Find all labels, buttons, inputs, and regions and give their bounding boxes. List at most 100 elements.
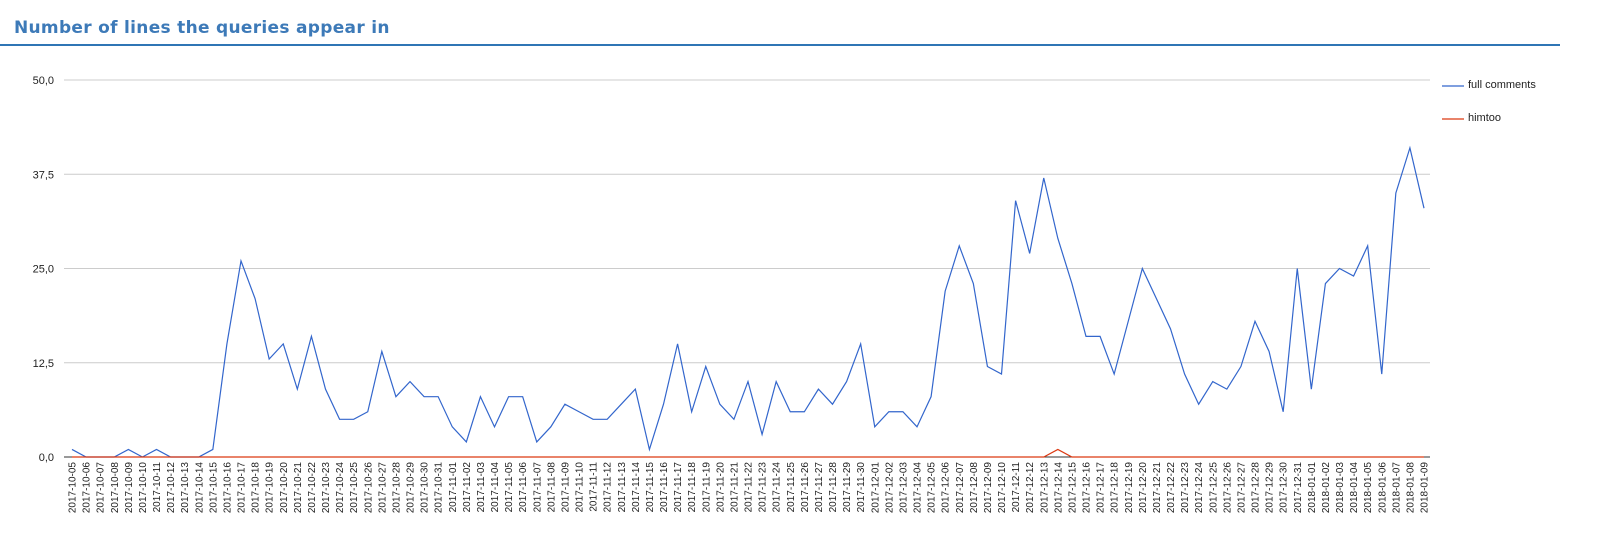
x-tick-label: 2017-12-18 — [1110, 462, 1121, 514]
x-tick-label: 2017-12-03 — [898, 462, 909, 514]
x-tick-label: 2017-12-26 — [1222, 462, 1233, 514]
x-tick-label: 2017-10-10 — [138, 462, 149, 514]
x-tick-label: 2017-10-30 — [420, 462, 431, 514]
x-tick-label: 2017-11-25 — [786, 462, 797, 513]
x-tick-label: 2017-11-01 — [448, 462, 459, 513]
legend-label: full comments — [1468, 79, 1536, 91]
x-tick-label: 2017-12-10 — [997, 462, 1008, 514]
x-tick-label: 2018-01-04 — [1349, 462, 1360, 514]
x-tick-label: 2017-11-27 — [814, 462, 825, 513]
x-tick-label: 2017-12-02 — [884, 462, 895, 514]
y-tick-label: 12,5 — [33, 358, 54, 370]
x-tick-label: 2017-12-14 — [1053, 462, 1064, 514]
x-tick-label: 2017-12-22 — [1166, 462, 1177, 514]
x-tick-label: 2017-12-13 — [1039, 462, 1050, 514]
x-tick-label: 2017-11-24 — [772, 462, 783, 513]
x-tick-label: 2017-12-25 — [1208, 462, 1219, 514]
x-tick-label: 2017-12-19 — [1124, 462, 1135, 514]
x-tick-label: 2017-11-03 — [476, 462, 487, 513]
x-tick-label: 2017-12-09 — [983, 462, 994, 514]
x-tick-label: 2017-12-31 — [1293, 462, 1304, 514]
x-tick-label: 2017-11-26 — [800, 462, 811, 513]
x-tick-label: 2017-10-22 — [307, 462, 318, 514]
x-tick-label: 2017-11-11 — [589, 462, 600, 512]
y-tick-label: 50,0 — [33, 75, 54, 87]
x-tick-label: 2017-10-11 — [152, 462, 163, 513]
x-tick-label: 2017-11-16 — [659, 462, 670, 513]
x-tick-label: 2017-10-20 — [279, 462, 290, 514]
x-tick-label: 2017-12-24 — [1194, 462, 1205, 514]
x-tick-label: 2017-11-04 — [490, 462, 501, 513]
x-tick-label: 2017-10-08 — [110, 462, 121, 514]
x-tick-label: 2017-10-15 — [208, 462, 219, 514]
x-tick-label: 2017-12-07 — [955, 462, 966, 514]
x-tick-label: 2017-10-27 — [377, 462, 388, 514]
x-tick-label: 2017-12-15 — [1067, 462, 1078, 514]
x-tick-label: 2018-01-01 — [1307, 462, 1318, 514]
x-tick-label: 2018-01-06 — [1377, 462, 1388, 514]
x-tick-label: 2017-12-30 — [1279, 462, 1290, 514]
x-tick-label: 2017-10-05 — [68, 462, 79, 514]
x-tick-label: 2017-12-04 — [913, 462, 924, 514]
x-tick-label: 2017-10-28 — [391, 462, 402, 514]
x-tick-label: 2017-11-12 — [603, 462, 614, 513]
x-tick-label: 2017-12-08 — [969, 462, 980, 514]
title-rule — [0, 44, 1560, 46]
legend-label: himtoo — [1468, 112, 1502, 124]
chart-title: Number of lines the queries appear in — [14, 18, 390, 38]
x-tick-label: 2017-12-05 — [927, 462, 938, 514]
x-tick-label: 2017-12-28 — [1251, 462, 1262, 514]
x-tick-label: 2017-12-12 — [1025, 462, 1036, 514]
x-tick-label: 2017-10-26 — [363, 462, 374, 514]
x-tick-label: 2017-12-29 — [1265, 462, 1276, 514]
x-tick-label: 2018-01-07 — [1391, 462, 1402, 514]
x-tick-label: 2017-11-15 — [645, 462, 656, 513]
series-line — [72, 448, 1424, 458]
x-tick-label: 2017-11-10 — [575, 462, 586, 513]
x-tick-label: 2017-10-24 — [335, 462, 346, 514]
x-tick-label: 2017-11-21 — [729, 462, 740, 513]
x-tick-label: 2017-10-29 — [406, 462, 417, 514]
x-tick-label: 2017-10-06 — [82, 462, 93, 514]
x-tick-label: 2017-12-11 — [1011, 462, 1022, 513]
x-tick-label: 2017-11-14 — [631, 462, 642, 513]
x-tick-label: 2017-11-20 — [715, 462, 726, 513]
series-line — [71, 145, 1425, 458]
x-tick-label: 2018-01-03 — [1335, 462, 1346, 514]
x-tick-label: 2017-10-23 — [321, 462, 332, 514]
x-tick-label: 2017-11-29 — [842, 462, 853, 513]
y-tick-label: 37,5 — [33, 169, 54, 181]
y-tick-label: 0,0 — [39, 452, 54, 464]
x-tick-label: 2017-12-23 — [1180, 462, 1191, 514]
x-tick-label: 2017-11-07 — [532, 462, 543, 513]
x-tick-label: 2018-01-05 — [1363, 462, 1374, 514]
x-tick-label: 2017-10-19 — [265, 462, 276, 514]
x-tick-label: 2017-11-18 — [687, 462, 698, 513]
x-tick-label: 2017-12-17 — [1096, 462, 1107, 514]
x-tick-label: 2017-10-31 — [434, 462, 445, 514]
y-tick-label: 25,0 — [33, 264, 54, 276]
x-tick-label: 2017-11-06 — [518, 462, 529, 513]
x-tick-label: 2018-01-02 — [1321, 462, 1332, 514]
x-tick-label: 2017-12-01 — [870, 462, 881, 514]
x-tick-label: 2017-11-22 — [744, 462, 755, 513]
x-tick-label: 2017-10-07 — [96, 462, 107, 514]
x-tick-label: 2017-12-20 — [1138, 462, 1149, 514]
x-tick-label: 2017-11-17 — [673, 462, 684, 513]
x-tick-label: 2017-12-06 — [941, 462, 952, 514]
x-tick-label: 2017-12-27 — [1236, 462, 1247, 514]
x-tick-label: 2017-10-21 — [293, 462, 304, 514]
x-tick-label: 2017-11-28 — [828, 462, 839, 513]
x-tick-label: 2017-10-13 — [180, 462, 191, 514]
x-tick-label: 2017-11-23 — [758, 462, 769, 513]
x-tick-label: 2017-12-21 — [1152, 462, 1163, 514]
x-tick-label: 2017-11-09 — [560, 462, 571, 513]
x-tick-label: 2017-10-12 — [166, 462, 177, 514]
x-tick-label: 2017-10-25 — [349, 462, 360, 514]
x-tick-label: 2017-11-30 — [856, 462, 867, 513]
x-tick-label: 2017-10-14 — [194, 462, 205, 514]
x-tick-label: 2017-11-02 — [462, 462, 473, 513]
x-tick-label: 2017-11-13 — [617, 462, 628, 513]
x-tick-label: 2018-01-08 — [1405, 462, 1416, 514]
